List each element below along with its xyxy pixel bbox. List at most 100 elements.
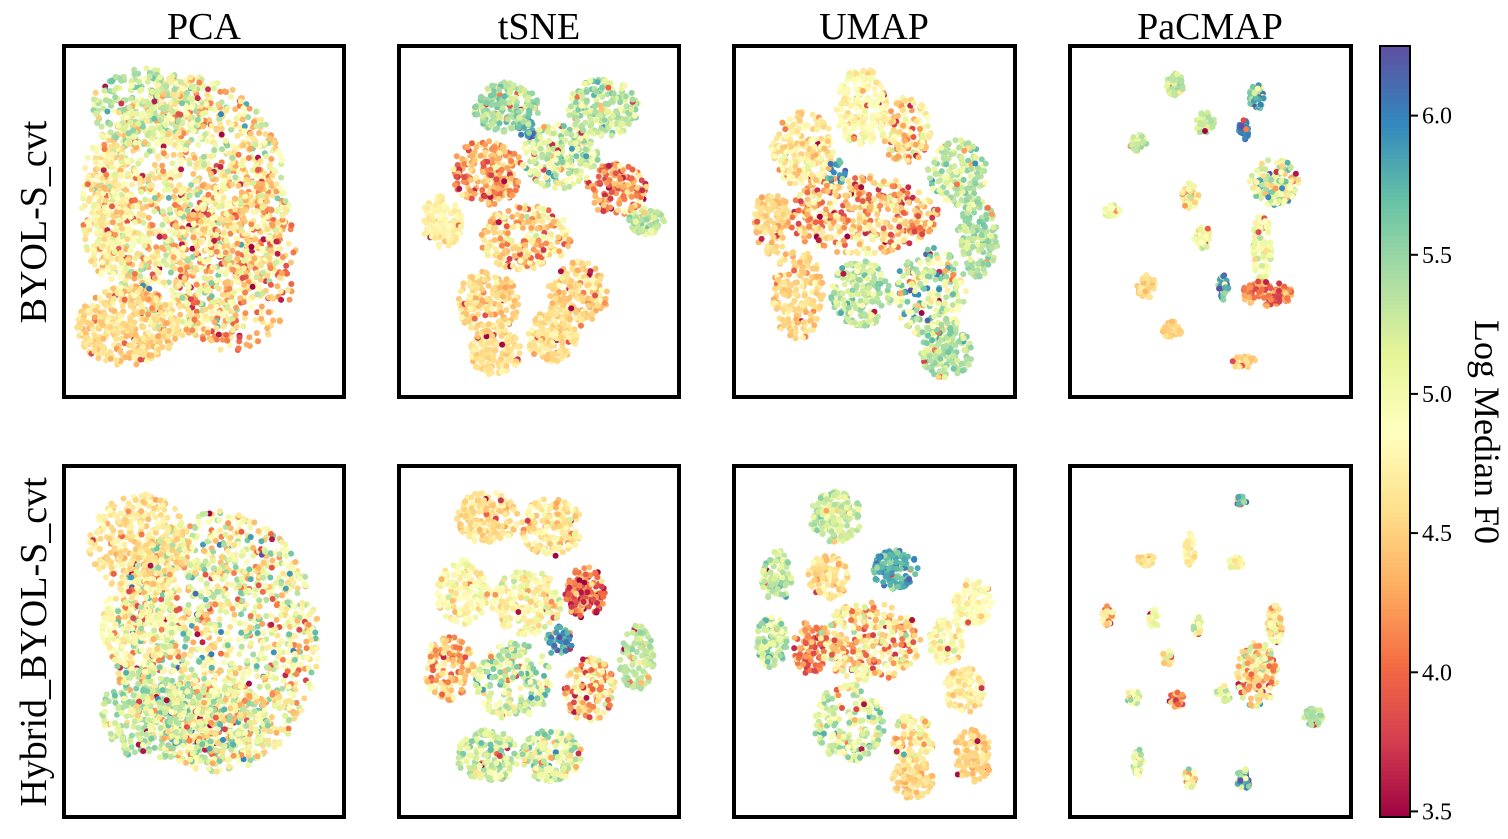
scatter-point [490,91,497,98]
scatter-point [534,253,541,260]
scatter-point [265,309,272,316]
scatter-point [177,151,184,158]
scatter-point [137,356,144,363]
scatter-byol-tsne [421,76,667,377]
scatter-point [162,302,169,309]
scatter-point [592,193,599,200]
scatter-point [602,100,609,107]
scatter-point [142,196,149,203]
scatter-point [248,303,255,310]
scatter-point [233,304,239,311]
scatter-point [165,332,172,339]
scatter-point [160,168,167,175]
scatter-point [596,197,603,204]
scatter-point [472,363,479,370]
scatter-point [154,153,161,160]
scatter-point [456,185,463,192]
scatter-point [531,343,538,350]
scatter-point [220,194,227,201]
scatter-point [505,347,512,354]
scatter-point [251,255,258,262]
scatter-point [92,110,99,117]
scatter-point [257,158,264,165]
scatter-point [512,335,519,342]
scatter-point [179,100,185,107]
scatter-point [140,351,147,358]
scatter-point [512,362,519,369]
scatter-point [558,224,565,231]
scatter-point [258,121,265,128]
scatter-point [156,260,163,267]
scatter-point [506,332,513,338]
scatter-point [159,221,166,228]
scatter-point [560,123,567,130]
scatter-point [530,265,537,272]
scatter-point [181,202,188,209]
scatter-point [106,183,113,190]
scatter-point [568,103,574,110]
scatter-point [138,113,145,120]
scatter-point [482,312,489,319]
scatter-point [131,133,138,140]
scatter-point [115,122,122,129]
scatter-point [145,296,152,303]
scatter-point [108,239,115,246]
scatter-point [221,177,228,184]
scatter-point [509,213,516,220]
scatter-point [503,223,510,230]
scatter-point [592,292,599,299]
scatter-point [147,111,154,118]
scatter-point [224,337,231,344]
scatter-point [116,109,122,116]
scatter-point [453,153,460,160]
scatter-point [506,236,513,243]
scatter-point [83,341,89,348]
scatter-point [133,110,140,117]
scatter-point [235,151,242,158]
scatter-point [169,160,176,167]
scatter-point [257,276,264,283]
scatter-point [128,78,135,85]
scatter-point [200,153,207,160]
scatter-point [499,104,506,111]
scatter-point [253,108,260,115]
scatter-point [547,343,554,350]
scatter-point [118,154,125,161]
scatter-point [274,208,281,215]
scatter-point [202,313,209,320]
scatter-point [225,255,232,262]
scatter-point [261,139,268,146]
scatter-point [495,212,502,218]
scatter-point [155,323,162,330]
scatter-point [105,231,112,237]
scatter-point [515,301,522,308]
scatter-point [536,126,543,133]
scatter-point [177,210,184,217]
scatter-point [220,312,227,319]
scatter-point [578,322,584,329]
scatter-point [267,161,273,168]
scatter-point [150,254,156,261]
scatter-point [515,178,522,185]
scatter-point [613,108,620,115]
scatter-point [160,279,167,286]
scatter-point [143,65,150,72]
scatter-point [190,234,197,241]
scatter-point [161,187,168,194]
scatter-point [152,228,159,235]
scatter-point [540,247,547,253]
scatter-point [220,323,227,330]
scatter-point [132,139,139,146]
scatter-point [224,168,231,175]
scatter-point [594,302,601,309]
scatter-point [173,224,180,231]
scatter-point [492,246,499,253]
scatter-point [488,311,494,318]
scatter-point [122,354,129,361]
scatter-point [229,247,236,254]
scatter-point [240,265,247,272]
scatter-point [135,298,142,305]
scatter-point [573,332,580,338]
scatter-point [186,192,193,199]
scatter-point [258,309,265,316]
